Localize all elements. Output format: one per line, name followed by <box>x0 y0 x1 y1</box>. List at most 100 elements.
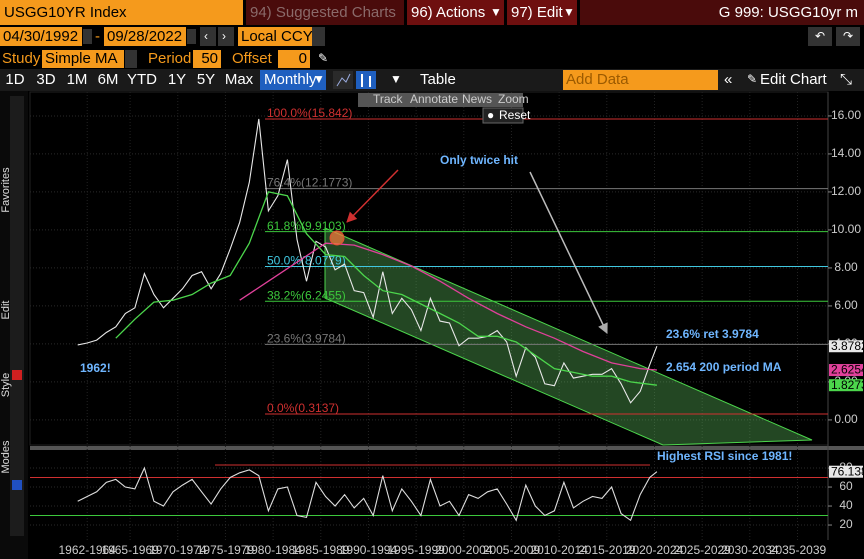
side-label: Favorites <box>0 167 12 213</box>
study-field[interactable] <box>42 50 124 68</box>
tool-palette <box>358 93 523 107</box>
x-tick-label: 2020-2024 <box>626 543 684 557</box>
period: 50 <box>201 50 218 67</box>
series-line <box>115 191 657 386</box>
panel-divider <box>30 446 864 450</box>
tool-button[interactable]: News <box>462 92 492 106</box>
frequency: Monthly <box>264 71 317 88</box>
page-id: G 999: USGG10yr m <box>719 4 858 21</box>
x-tick-label: 1965-1969 <box>101 543 159 557</box>
mode-icon[interactable] <box>12 480 22 490</box>
suggested-button[interactable] <box>246 0 404 25</box>
x-tick-label: 1995-1999 <box>387 543 445 557</box>
date-dash: - <box>95 28 100 45</box>
currency: Local CCY <box>241 28 313 45</box>
range-button[interactable]: 5Y <box>197 71 215 88</box>
x-tick-label: 1990-1994 <box>340 543 398 557</box>
line-chart-button[interactable] <box>333 71 353 89</box>
tool-button[interactable]: Annotate <box>410 92 458 106</box>
main-panel <box>29 91 829 446</box>
currency-dropdown[interactable] <box>312 27 325 46</box>
last-value-box <box>829 379 863 392</box>
currency-field[interactable] <box>238 27 312 46</box>
chart-caret: ▼ <box>390 72 402 86</box>
series <box>77 118 658 522</box>
series-line <box>77 466 658 522</box>
range-button[interactable]: 6M <box>98 71 119 88</box>
last-value-label: 1.8273 <box>831 378 864 392</box>
fib-label: 38.2%(6.2455) <box>267 288 346 302</box>
y-tick-label: 10.00 <box>831 222 861 236</box>
x-tick-label: 1970-1974 <box>149 543 207 557</box>
fib-label: 50.0%(8.0779) <box>267 254 346 268</box>
collapse-icon[interactable]: « <box>724 71 732 88</box>
last-value-box <box>829 340 863 353</box>
prev-button[interactable] <box>200 27 216 46</box>
labels: 0.002.004.006.008.0010.0012.0014.0016.00… <box>59 108 864 557</box>
calendar-icon[interactable] <box>187 29 196 44</box>
last-value-label: 76.1387 <box>831 464 864 478</box>
redo-button[interactable] <box>836 27 860 46</box>
x-tick-label: 1980-1984 <box>244 543 302 557</box>
expand-icon[interactable]: ⤡ <box>840 71 852 88</box>
edit-chart-icon: ✎ <box>747 72 757 86</box>
bar-chart-button[interactable] <box>356 71 376 89</box>
last-value-box <box>829 364 863 377</box>
start-date-field[interactable] <box>0 27 82 46</box>
offset-field[interactable] <box>278 50 310 68</box>
y-tick-label: 14.00 <box>831 146 861 160</box>
range-button[interactable]: YTD <box>127 71 157 88</box>
next-icon: › <box>222 29 226 43</box>
period-field[interactable] <box>193 50 221 68</box>
undo-button[interactable] <box>808 27 832 46</box>
fib-levels: 100.0%(15.842) 76.4%(12.1773) 61.8%(9.9103… <box>265 106 828 415</box>
actions-caret: ▼ <box>490 5 502 19</box>
undo-icon: ↶ <box>815 29 825 43</box>
next-button[interactable] <box>218 27 234 46</box>
study-dropdown[interactable] <box>125 50 137 68</box>
side-label: Edit <box>0 301 12 320</box>
edit-chart[interactable]: Edit Chart <box>760 71 828 88</box>
fib-label: 61.8%(9.9103) <box>267 219 346 233</box>
tool-button[interactable]: Track <box>373 92 404 106</box>
ticker-field[interactable] <box>0 0 243 25</box>
fib-label: 76.4%(12.1773) <box>267 176 352 190</box>
x-tick-label: 2005-2009 <box>483 543 541 557</box>
y-tick-label: 20 <box>839 517 853 531</box>
frequency-button[interactable] <box>260 70 326 90</box>
edit-button[interactable] <box>507 0 577 25</box>
x-tick-label: 1985-1989 <box>292 543 350 557</box>
add-data-field[interactable] <box>563 70 718 90</box>
annotation: 1962! <box>80 361 111 375</box>
range-button[interactable]: 3D <box>36 71 55 88</box>
table-button[interactable]: Table <box>420 71 456 88</box>
start-date: 04/30/1992 <box>3 28 78 45</box>
offset-label: Offset <box>232 50 273 67</box>
reset-button[interactable] <box>482 107 524 124</box>
hit-marker <box>329 230 345 246</box>
range-button[interactable]: 1D <box>5 71 24 88</box>
series-line <box>77 118 658 404</box>
series-line <box>239 242 657 371</box>
range-buttons: 1D 3D 1M 6M YTD 1Y 5Y Max <box>5 71 253 88</box>
arrow <box>529 171 608 334</box>
x-tick-label: 2025-2029 <box>673 543 731 557</box>
calendar-icon[interactable] <box>83 29 92 44</box>
range-button[interactable]: 1M <box>67 71 88 88</box>
tool-button[interactable]: Zoom <box>498 92 529 106</box>
range-button[interactable]: 1Y <box>168 71 186 88</box>
actions-button[interactable] <box>407 0 504 25</box>
frequency-caret: ▼ <box>313 72 325 86</box>
study: Simple MA <box>45 50 118 67</box>
y-tick-label: 8.00 <box>834 260 858 274</box>
offset: 0 <box>299 50 307 67</box>
fib-label: 23.6%(3.9784) <box>267 332 346 346</box>
redo-icon: ↷ <box>843 29 853 43</box>
x-tick-label: 2030-2034 <box>721 543 779 557</box>
pencil-icon[interactable]: ✎ <box>318 51 328 65</box>
color-swatch[interactable] <box>12 370 22 380</box>
range-button[interactable]: Max <box>225 71 254 88</box>
reset: Reset <box>499 108 531 122</box>
end-date-field[interactable] <box>104 27 186 46</box>
